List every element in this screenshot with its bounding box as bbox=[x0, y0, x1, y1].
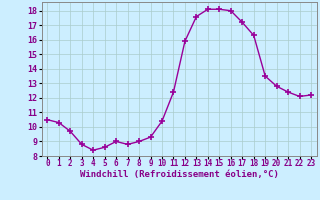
X-axis label: Windchill (Refroidissement éolien,°C): Windchill (Refroidissement éolien,°C) bbox=[80, 170, 279, 179]
